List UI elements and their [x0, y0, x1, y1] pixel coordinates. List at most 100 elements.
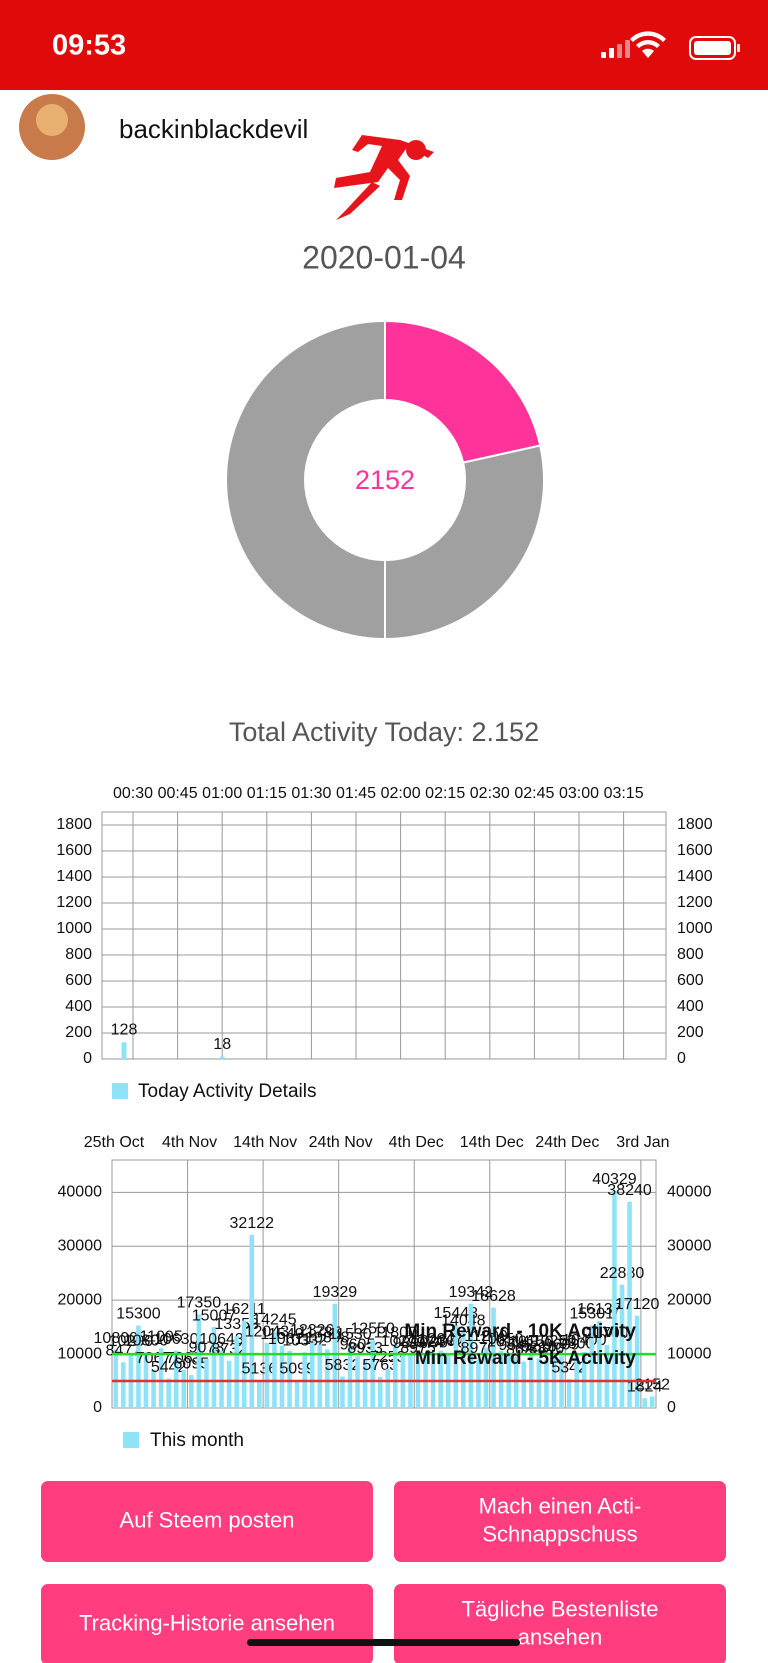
y2-tick-label: 600: [677, 972, 704, 989]
x-tick-label: 01:45: [336, 785, 376, 802]
bar-label: 9890: [393, 1335, 429, 1352]
y2-tick-label: 400: [677, 998, 704, 1015]
y-tick-label: 20000: [58, 1291, 103, 1308]
home-indicator: [247, 1639, 520, 1646]
bar: [173, 1350, 179, 1408]
bar-label: 32122: [230, 1215, 275, 1232]
y2-tick-label: 0: [677, 1050, 686, 1067]
bar: [204, 1359, 209, 1408]
bar: [264, 1343, 270, 1408]
legend-label: Today Activity Details: [138, 1081, 316, 1102]
y2-tick-label: 1000: [677, 920, 713, 937]
bar-label: 14245: [252, 1311, 297, 1328]
legend-swatch: [123, 1432, 139, 1448]
bar-label: 9800: [559, 1335, 595, 1352]
x-tick-label: 4th Dec: [389, 1134, 444, 1151]
bar: [362, 1359, 368, 1408]
y-tick-label: 30000: [58, 1237, 103, 1254]
x-tick-label: 02:30: [470, 785, 510, 802]
bar: [649, 1396, 655, 1408]
bar: [468, 1303, 474, 1408]
bar: [589, 1325, 595, 1408]
bar: [604, 1344, 610, 1408]
bar: [196, 1314, 202, 1408]
bar-label: 17120: [615, 1296, 660, 1313]
plot-area: [101, 811, 667, 1060]
bar-label: 5832: [325, 1357, 361, 1374]
runner-icon: [334, 135, 434, 220]
bar: [181, 1369, 187, 1408]
bar-label: 10640: [418, 1331, 463, 1348]
y-tick-label: 1000: [56, 920, 92, 937]
bar-label: 11530: [328, 1326, 371, 1343]
bar-label: 8732: [211, 1341, 247, 1358]
bar: [158, 1348, 164, 1408]
bar-label: 22880: [600, 1265, 645, 1282]
bar: [536, 1358, 542, 1408]
donut-segment: [384, 444, 545, 641]
button-label: Auf Steem posten: [120, 1507, 295, 1532]
bar-label: 11800: [374, 1325, 417, 1342]
x-tick-label: 24th Dec: [535, 1134, 599, 1151]
y2-tick-label: 10000: [667, 1345, 712, 1362]
x-tick-label: 25th Oct: [84, 1134, 145, 1151]
y-tick-label: 1600: [56, 842, 92, 859]
bar-label: 9605: [340, 1336, 376, 1353]
bar-label: 17350: [177, 1295, 222, 1312]
x-tick-label: 24th Nov: [309, 1134, 373, 1151]
y2-tick-label: 200: [677, 1024, 704, 1041]
donut-segment: [225, 319, 386, 641]
bar-label: 10250: [532, 1333, 577, 1350]
bar: [219, 1350, 224, 1408]
bar: [189, 1375, 194, 1408]
bar-label: 11095: [139, 1328, 182, 1345]
x-tick-label: 00:30: [113, 785, 153, 802]
buttons: Auf Steem posten Mach einen Acti- Schnapps…: [41, 1481, 726, 1663]
bar: [211, 1327, 217, 1408]
button[interactable]: [394, 1481, 726, 1562]
bar: [612, 1190, 617, 1408]
bar-label: 18: [213, 1036, 231, 1053]
x-tick-label: 03:15: [604, 785, 644, 802]
bar-label: 16137: [577, 1301, 622, 1318]
y-tick-label: 1200: [56, 894, 92, 911]
bar: [309, 1341, 315, 1408]
bar-label: 19342: [449, 1284, 494, 1301]
bar-label: 5136: [242, 1361, 278, 1378]
x-tick-label: 3rd Jan: [616, 1134, 669, 1151]
donut-segment: [384, 319, 542, 464]
y2-tick-label: 30000: [667, 1237, 712, 1254]
button-label: ansehen: [518, 1624, 602, 1649]
bar-label: 9210: [521, 1339, 557, 1356]
x-tick-label: 4th Nov: [162, 1134, 217, 1151]
y-tick-label: 1800: [56, 816, 92, 833]
bar-label: 10277: [381, 1333, 426, 1350]
bar-label: 15301: [570, 1306, 615, 1323]
button[interactable]: [41, 1481, 373, 1562]
y2-tick-label: 1200: [677, 894, 713, 911]
bar: [491, 1307, 496, 1408]
y2-tick-label: 40000: [667, 1184, 712, 1201]
y2-tick-label: 800: [677, 946, 704, 963]
y-tick-label: 40000: [58, 1184, 103, 1201]
bar: [121, 1042, 127, 1059]
limit-label: Min Reward - 10K Activity: [404, 1321, 636, 1342]
avatar-face: [36, 104, 68, 136]
x-tick-label: 01:15: [247, 785, 287, 802]
bar-label: 12550: [350, 1321, 395, 1338]
bar: [317, 1344, 323, 1408]
status-icons: [601, 31, 740, 60]
legend-label: This month: [150, 1430, 244, 1451]
y2-tick-label: 20000: [667, 1291, 712, 1308]
button-label: Tracking-Historie ansehen: [79, 1610, 335, 1635]
bar: [597, 1321, 602, 1408]
y-tick-label: 400: [65, 998, 92, 1015]
bar: [438, 1350, 443, 1408]
bar-label: 10200: [109, 1333, 154, 1350]
bar-label: 1824: [627, 1378, 663, 1395]
bar-label: 14048: [441, 1312, 486, 1329]
bar: [219, 1056, 225, 1059]
y-tick-label: 0: [93, 1399, 102, 1416]
x-tick-label: 14th Nov: [233, 1134, 297, 1151]
